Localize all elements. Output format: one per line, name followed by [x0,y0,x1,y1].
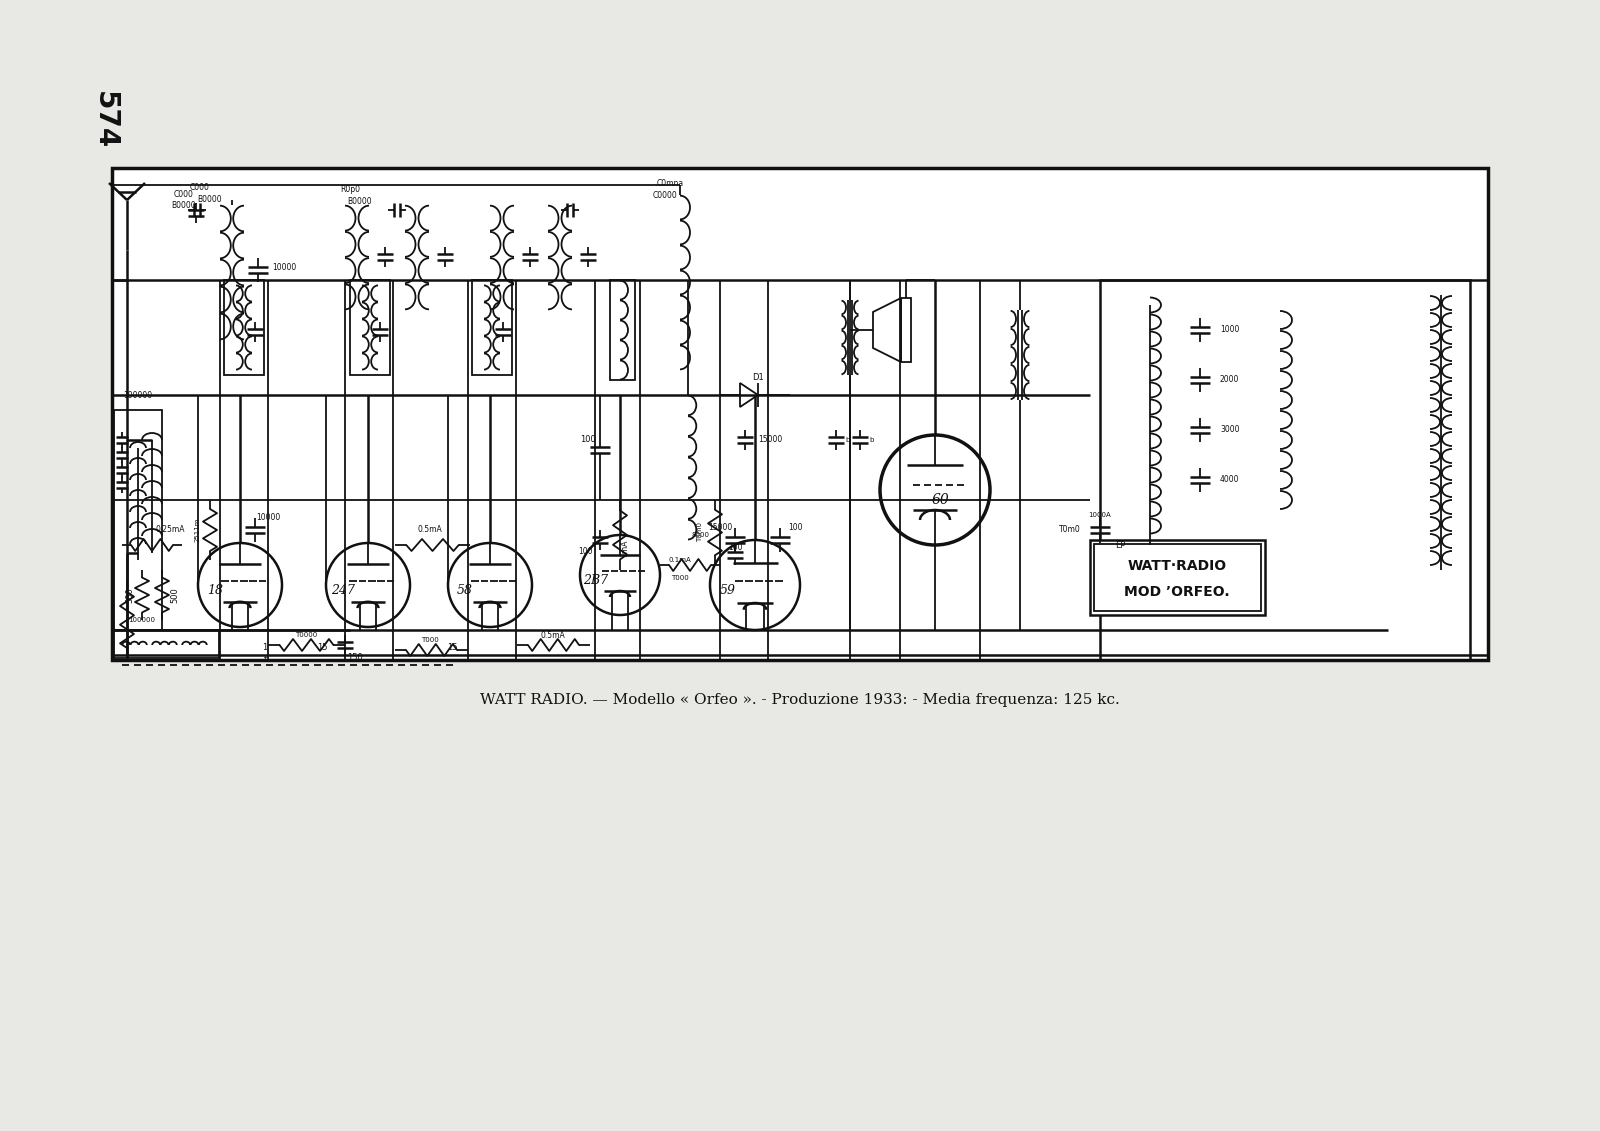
Text: 100: 100 [578,547,592,556]
Text: 1000: 1000 [1221,326,1240,335]
Text: 1000A: 1000A [1088,512,1112,518]
Circle shape [579,535,661,615]
Text: 18: 18 [206,584,222,596]
Text: 15000: 15000 [707,524,733,533]
Text: 100: 100 [581,435,595,444]
Circle shape [880,435,990,545]
Text: 60: 60 [931,493,949,507]
Text: 2511m: 2511m [195,518,202,542]
Bar [1101,280,1470,661]
Bar [1094,544,1261,611]
Text: 15000: 15000 [758,435,782,444]
Text: 15: 15 [317,644,328,653]
Text: 0.25mA: 0.25mA [155,526,184,535]
Text: 100000: 100000 [128,618,155,623]
Bar [350,280,390,375]
Text: 4000: 4000 [1221,475,1240,484]
Text: T0000: T0000 [294,632,317,638]
Text: 2000: 2000 [1221,375,1240,385]
Text: T000: T000 [670,575,690,581]
Text: 1: 1 [262,644,267,653]
Polygon shape [874,297,901,362]
Text: 0.5mA: 0.5mA [541,630,565,639]
Text: 150: 150 [347,654,363,663]
Text: R0p0: R0p0 [339,185,360,195]
Text: MOD ’ORFEO.: MOD ’ORFEO. [1125,585,1230,599]
Text: 58: 58 [458,584,474,596]
Text: WATT·RADIO: WATT·RADIO [1128,559,1227,573]
Circle shape [710,539,800,630]
Text: 1mA: 1mA [621,539,629,556]
Text: 500: 500 [125,587,134,603]
Text: C000
B0000: C000 B0000 [171,190,197,209]
Bar [472,280,512,375]
Bar [114,411,162,630]
Bar [1090,539,1266,615]
Bar [224,280,264,375]
Text: 8000: 8000 [691,532,709,538]
Text: 15: 15 [446,644,458,653]
Text: 59: 59 [720,584,736,596]
Text: B0000: B0000 [347,198,373,207]
Text: b: b [870,437,874,443]
Bar [901,297,910,362]
Text: C0mna: C0mna [656,179,683,188]
Text: 2B7: 2B7 [584,573,608,587]
Text: 100000: 100000 [123,390,152,399]
Text: 3000: 3000 [1221,425,1240,434]
Text: D1: D1 [752,373,763,382]
Polygon shape [739,383,758,407]
Text: T000: T000 [421,637,438,644]
Text: EP: EP [1115,541,1125,550]
Text: 247: 247 [331,584,355,596]
Circle shape [326,543,410,627]
Text: WATT RADIO. — Modello « Orfeo ». - Produzione 1933: - Media frequenza: 125 kc.: WATT RADIO. — Modello « Orfeo ». - Produ… [480,693,1120,707]
Text: 10000: 10000 [256,513,280,523]
Text: C000: C000 [190,183,210,192]
Text: 574: 574 [91,90,118,149]
Circle shape [448,543,531,627]
Text: 100: 100 [728,544,742,553]
Circle shape [198,543,282,627]
Text: 500: 500 [171,587,179,603]
Bar [610,280,635,380]
Text: 10000: 10000 [272,264,296,273]
Text: 0.5mA: 0.5mA [418,526,442,535]
Text: T0m0: T0m0 [698,523,702,542]
Text: f: f [264,656,267,665]
Text: B0000: B0000 [198,196,222,205]
Text: 0.1mA: 0.1mA [669,556,691,563]
Bar [112,169,1488,661]
Text: 100: 100 [787,524,802,533]
Text: C0000: C0000 [653,190,677,199]
Bar [114,630,219,658]
Text: b: b [846,437,850,443]
Text: T0m0: T0m0 [1059,526,1082,535]
